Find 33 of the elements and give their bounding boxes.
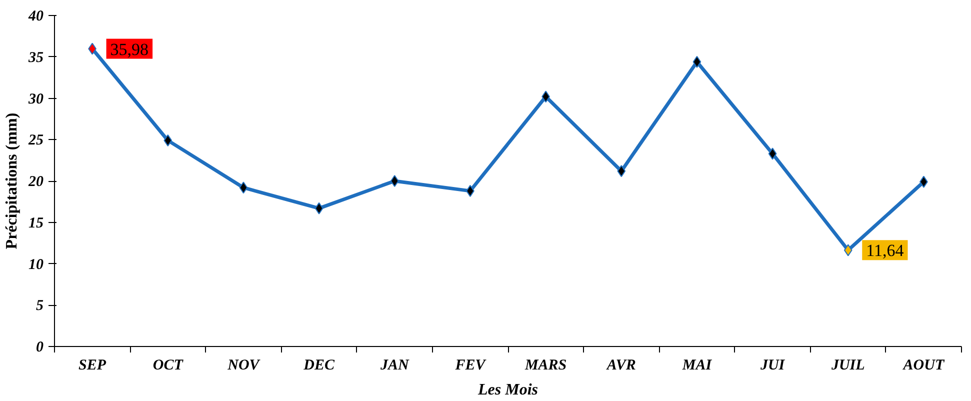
y-tick-label: 20 [28,174,44,190]
point [844,244,852,256]
y-tick-label: 5 [36,298,44,314]
x-axis-title: Les Mois [477,382,538,398]
point [692,56,702,68]
y-tick-label: 15 [28,215,44,232]
x-tick-label: MARS [524,358,567,374]
y-tick-label: 40 [28,8,44,24]
y-tick-label: 25 [28,132,44,149]
x-tick-label: MAI [681,358,713,374]
data-label: 35,98 [110,40,149,59]
y-tick-label: 35 [28,50,44,66]
x-tick-label: OCT [152,358,184,374]
point [239,182,248,194]
x-tick-label: JAN [379,358,410,374]
x-tick-label: AVR [606,358,636,374]
point [390,175,399,187]
data-label: 11,64 [866,241,904,260]
x-tick-label: JUI [759,358,786,374]
y-tick-label: 0 [36,340,44,356]
y-tick-label: 10 [28,256,44,273]
point [314,202,324,214]
x-tick-label: NOV [226,358,262,374]
x-tick-label: AOUT [902,358,945,374]
x-tick-label: SEP [78,358,107,374]
y-tick-label: 30 [28,91,44,108]
y-axis-title: Précipitations (mm) [4,112,20,250]
x-tick-label: DEC [302,358,336,374]
point [768,148,777,160]
x-tick-label: FEV [454,358,488,374]
point [617,165,626,178]
point [164,134,172,146]
x-tick-label: JUIL [830,358,865,374]
